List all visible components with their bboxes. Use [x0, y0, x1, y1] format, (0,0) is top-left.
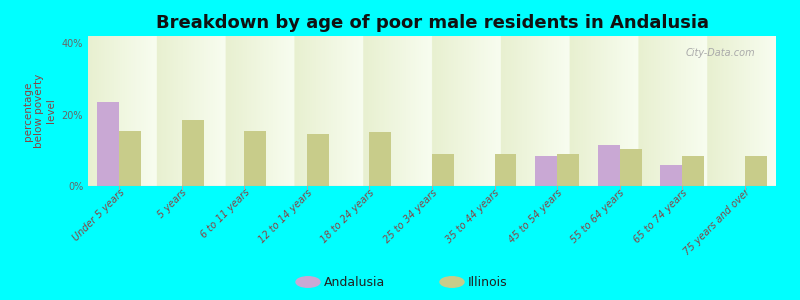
Bar [370, 132, 391, 186]
Bar [244, 130, 266, 186]
Bar [660, 165, 682, 186]
Bar [745, 156, 766, 186]
Bar [598, 145, 620, 186]
Text: Illinois: Illinois [468, 275, 508, 289]
Bar [535, 156, 557, 186]
Bar [182, 120, 204, 186]
Bar [98, 102, 119, 186]
Bar [432, 154, 454, 186]
Y-axis label: percentage
below poverty
level: percentage below poverty level [23, 74, 56, 148]
Bar [494, 154, 517, 186]
Bar [557, 154, 579, 186]
Text: City-Data.com: City-Data.com [686, 48, 755, 58]
Bar [307, 134, 329, 186]
Bar [119, 130, 141, 186]
Bar [620, 148, 642, 186]
Text: Andalusia: Andalusia [324, 275, 386, 289]
Title: Breakdown by age of poor male residents in Andalusia: Breakdown by age of poor male residents … [155, 14, 709, 32]
Bar [682, 156, 704, 186]
